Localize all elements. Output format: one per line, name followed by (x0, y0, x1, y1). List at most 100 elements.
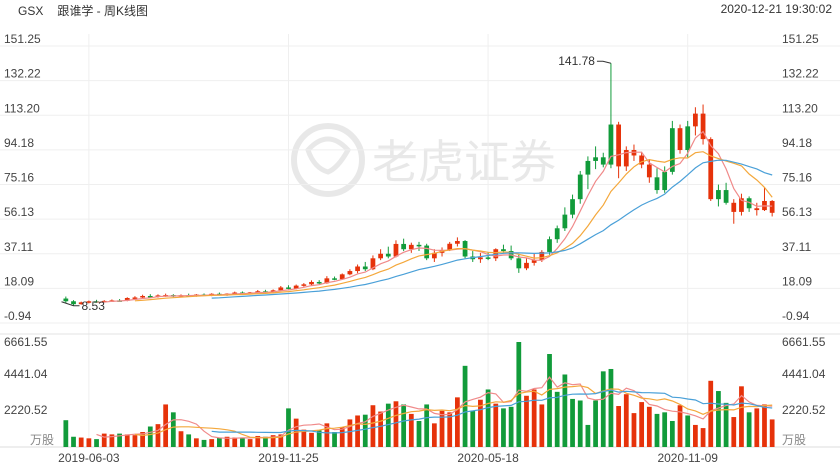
volume-bar (232, 437, 238, 447)
candle-body (554, 228, 560, 240)
volume-bar (762, 404, 767, 447)
candle-body (608, 124, 614, 165)
volume-bar (608, 368, 614, 447)
volume-tick-label-right: 6661.55 (782, 335, 826, 349)
candle-body (570, 199, 575, 215)
volume-bar (431, 423, 437, 447)
volume-bar (339, 427, 345, 447)
price-tick-label-left: 56.13 (4, 205, 34, 219)
volume-unit-left: 万股 (30, 433, 54, 447)
volume-unit-right: 万股 (782, 433, 806, 447)
volume-bar (746, 412, 752, 447)
volume-bar (193, 438, 199, 447)
volume-bar (700, 428, 706, 447)
volume-bar (693, 424, 698, 447)
time-axis-label: 2019-11-25 (258, 451, 319, 465)
candle-body (585, 160, 591, 175)
svg-text:老虎证券: 老虎证券 (372, 136, 556, 188)
volume-bar (685, 415, 691, 447)
volume-bar (101, 433, 107, 447)
volume-bar (662, 412, 668, 447)
volume-bar (309, 432, 314, 447)
price-tick-label-right: 151.25 (782, 32, 819, 46)
volume-tick-label-left: 4441.04 (4, 367, 48, 381)
volume-bar (539, 404, 545, 447)
price-tick-label-left: 113.20 (4, 101, 40, 115)
volume-bar (170, 412, 176, 447)
volume-bar (385, 403, 391, 447)
volume-bar (570, 398, 575, 447)
candle-body (124, 297, 130, 301)
volume-bar (623, 394, 629, 447)
volume-bar (63, 420, 69, 447)
volume-bar (654, 413, 660, 447)
candle-body (716, 190, 721, 200)
volume-bar (754, 408, 760, 447)
volume-bar (324, 423, 330, 447)
price-tick-label-left: 151.25 (4, 32, 41, 46)
volume-bar (109, 434, 115, 447)
volume-bar (447, 412, 453, 447)
candle-body (600, 157, 606, 165)
volume-bar (631, 413, 637, 447)
volume-bar (562, 374, 568, 447)
volume-bar (462, 365, 468, 447)
candle-body (669, 128, 675, 172)
candle-body (309, 281, 314, 285)
volume-bar (731, 417, 737, 447)
candle-body (654, 177, 660, 191)
candle-body (447, 243, 453, 251)
volume-bar (455, 397, 460, 447)
candle-body (293, 285, 299, 289)
candle-body (301, 284, 307, 286)
candle-body (378, 253, 383, 259)
candle-body (478, 257, 483, 260)
volume-bar (86, 438, 92, 447)
volume-tick-label-right: 4441.04 (782, 367, 826, 381)
candle-body (424, 245, 430, 259)
candle-body (501, 249, 506, 252)
candle-body (132, 297, 138, 299)
candle-body (286, 287, 291, 289)
price-tick-label-left: 37.11 (4, 240, 33, 254)
volume-bar (355, 415, 360, 447)
volume-bar (677, 405, 683, 447)
volume-bar (600, 371, 606, 447)
volume-bar (501, 408, 506, 447)
volume-bar (547, 354, 552, 447)
volume-bar (270, 435, 276, 447)
volume-bar (554, 391, 560, 447)
candle-body (646, 164, 652, 178)
volume-bar (286, 408, 291, 447)
candle-body (616, 124, 621, 167)
candle-body (401, 243, 407, 250)
volume-bar (616, 406, 621, 447)
volume-bar (639, 402, 645, 447)
candle-body (347, 271, 353, 275)
volume-bar (178, 431, 184, 447)
volume-bar (155, 424, 161, 447)
volume-bar (301, 429, 307, 447)
price-ma-long-line (211, 159, 773, 299)
candle-body (316, 281, 322, 284)
price-tick-label-right: 113.20 (782, 101, 818, 115)
candle-body (232, 292, 238, 295)
ticker-symbol: GSX (18, 4, 44, 18)
volume-bar (316, 430, 322, 447)
candle-body (431, 252, 437, 259)
price-tick-label-right: -0.94 (782, 309, 810, 323)
candle-body (577, 174, 583, 200)
watermark-logo: 老虎证券 (291, 123, 556, 197)
volume-bar (508, 406, 514, 447)
volume-bar (378, 411, 383, 447)
volume-bar (531, 389, 537, 447)
volume-bar (669, 420, 675, 447)
price-tick-label-right: 37.11 (782, 240, 811, 254)
volume-bar (78, 437, 84, 447)
candle-body (693, 113, 698, 127)
volume-bar (485, 389, 491, 447)
volume-bar (739, 386, 744, 447)
volume-bar (577, 400, 583, 447)
volume-bar (524, 395, 529, 447)
volume-bar (646, 406, 652, 447)
